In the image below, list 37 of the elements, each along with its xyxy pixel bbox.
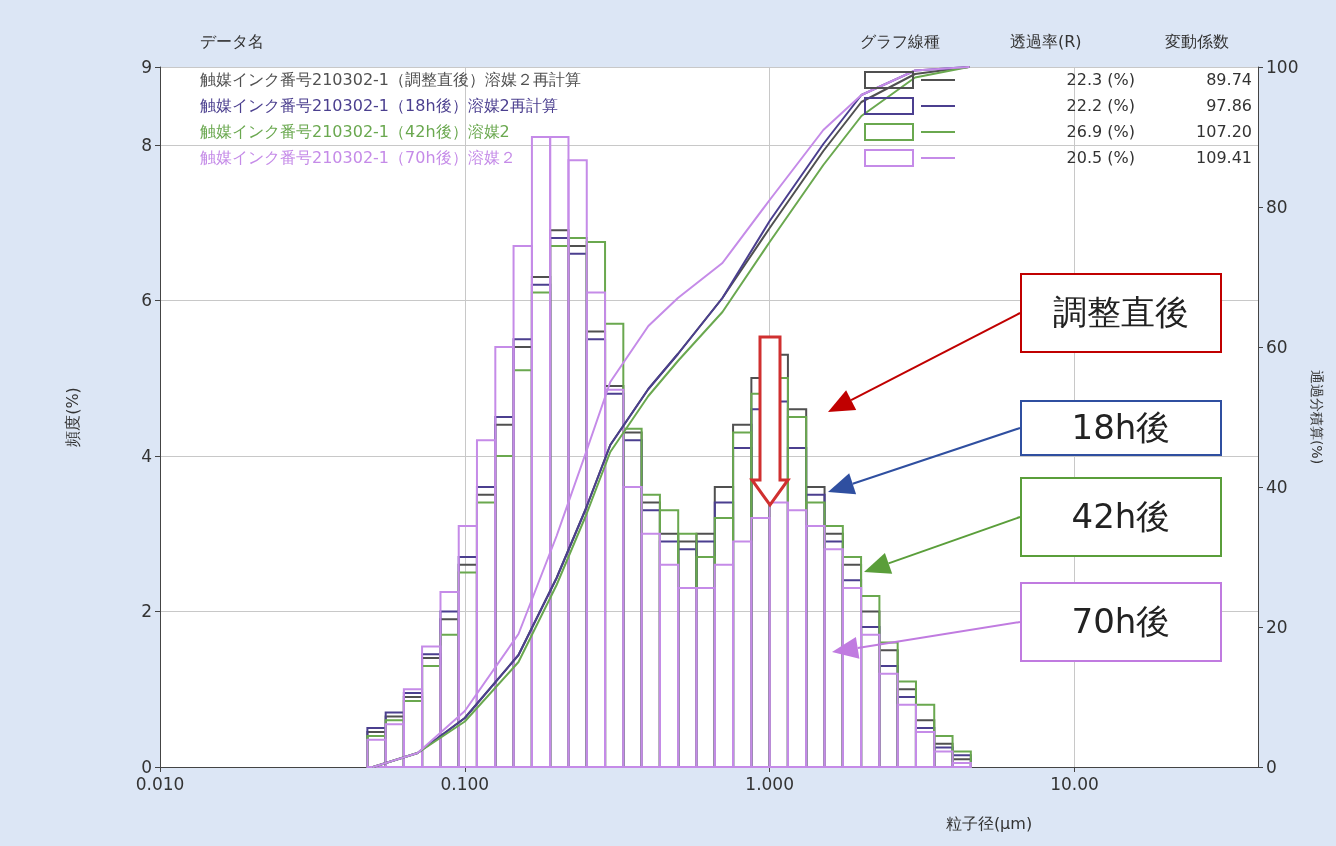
legend-title: データ名 <box>200 32 264 51</box>
annotation: 42h後 <box>1020 477 1222 557</box>
y2-tick-label: 0 <box>1266 757 1277 777</box>
x-tick-label: 10.00 <box>1050 773 1099 794</box>
y-tick-label: 4 <box>141 445 152 466</box>
y2-tick-label: 60 <box>1266 337 1288 357</box>
annotation: 107.20 <box>1196 122 1252 141</box>
annotation: 26.9 (%) <box>1066 122 1135 141</box>
x-tick-label: 1.000 <box>745 773 794 794</box>
annotation: 18h後 <box>1020 400 1222 456</box>
annotation: 70h後 <box>1020 582 1222 662</box>
text: 触媒インク番号210302-1（調整直後）溶媒２再計算 <box>200 70 582 89</box>
series-label: 触媒インク番号210302-1（70h後）溶媒２ <box>200 148 516 167</box>
y2-tick-label: 100 <box>1266 57 1299 77</box>
x-tick-label: 0.100 <box>440 773 490 794</box>
annotation: 調整直後 <box>1020 273 1222 353</box>
text: 透過率(R) <box>1010 32 1082 51</box>
text: 触媒インク番号210302-1（42h後）溶媒2 <box>200 122 510 141</box>
text: 触媒インク番号210302-1（18h後）溶媒2再計算 <box>200 96 558 115</box>
y2-tick-label: 80 <box>1266 197 1288 217</box>
y-tick-label: 2 <box>141 601 152 622</box>
y-tick-label: 8 <box>141 134 152 155</box>
annotation: 22.2 (%) <box>1066 96 1135 115</box>
text: 変動係数 <box>1165 32 1229 51</box>
y-tick-label: 9 <box>141 57 152 77</box>
y-tick-label: 6 <box>141 290 152 311</box>
y2-tick-label: 40 <box>1266 477 1288 497</box>
annotation: 97.86 <box>1206 96 1252 115</box>
y2-axis-title: 通過分積算(%) <box>1309 369 1325 465</box>
annotation: 109.41 <box>1196 148 1252 167</box>
text: グラフ線種 <box>860 32 940 51</box>
annotation: 22.3 (%) <box>1066 70 1135 89</box>
y-axis-title: 頻度(%) <box>62 387 82 447</box>
y2-tick-label: 20 <box>1266 617 1288 637</box>
annotation: 89.74 <box>1206 70 1252 89</box>
annotation: 20.5 (%) <box>1066 148 1135 167</box>
x-axis-title: 粒子径(μm) <box>945 813 1033 833</box>
